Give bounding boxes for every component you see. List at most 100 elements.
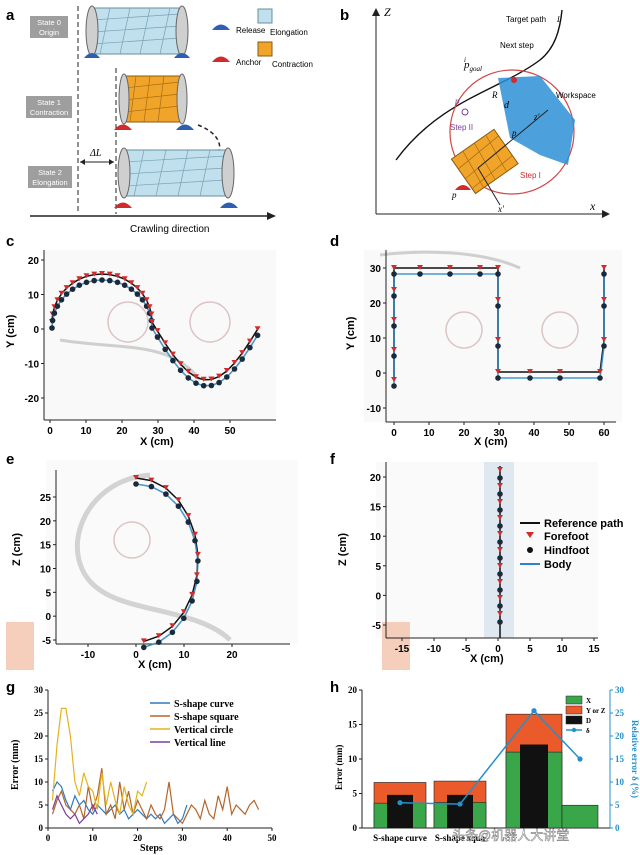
d-xticks-tick: 30	[493, 428, 505, 439]
hindfoot-point	[148, 483, 155, 490]
forefoot-point	[128, 280, 135, 286]
panel-c: c 20 10 0 -10 -20 0 10 20 30 40 50 X (cm) Y (cm)	[5, 233, 276, 448]
g-ytick: 25	[34, 708, 44, 718]
c-xticks-tick: 0	[47, 426, 53, 437]
body-segment	[158, 631, 173, 643]
hindfoot-point	[194, 578, 200, 585]
forefoot-point	[497, 467, 503, 472]
forefoot-point	[69, 280, 76, 286]
legend-label: Y or Z	[586, 707, 606, 715]
state-2-sub: Elongation	[32, 178, 67, 187]
legend-contraction: Contraction	[272, 60, 313, 69]
hindfoot-point	[417, 271, 423, 277]
goal-point	[511, 77, 517, 83]
panel-e-ylabel: Z (cm)	[11, 533, 23, 566]
bar-x	[561, 804, 599, 829]
state-label-0: State 0 Origin	[30, 16, 68, 38]
hindfoot-point	[391, 323, 397, 329]
panel-f-axes	[385, 462, 598, 639]
panel-f-legend: Reference path Forefoot Hindfoot Body	[520, 518, 624, 571]
panel-f-label: f	[330, 451, 336, 468]
hindfoot-point	[189, 598, 195, 604]
f-yticks-tick: 0	[375, 591, 381, 602]
e-yticks-tick: 5	[45, 588, 51, 599]
f-xticks-tick: -15	[395, 644, 410, 655]
hindfoot-point	[601, 271, 607, 277]
legend-anchor: Anchor	[236, 58, 262, 67]
panel-b-label: b	[340, 7, 349, 24]
panel-h-category-labels: S-shape curve S-shape squa	[373, 833, 486, 843]
hindfoot-point	[391, 383, 397, 389]
g-ytick: 30	[34, 685, 44, 695]
forefoot-point	[54, 297, 61, 303]
hindfoot-point	[477, 271, 483, 277]
forefoot-point	[185, 513, 192, 519]
panel-h-y2ticks: 0 5 10 15 20 25 30	[610, 685, 625, 833]
forefoot-point	[63, 285, 70, 291]
panel-d-axes	[385, 250, 616, 423]
category-label: S-shape curve	[373, 833, 427, 843]
forefoot-point	[495, 337, 501, 342]
hindfoot-point	[497, 507, 503, 513]
hindfoot-point	[224, 374, 230, 380]
legend-label: X	[586, 697, 591, 705]
hindfoot-point	[200, 382, 207, 389]
hindfoot-point	[497, 619, 503, 625]
hindfoot-point	[601, 303, 607, 309]
legend-elongation: Elongation	[270, 28, 308, 37]
h-y2tick: 20	[615, 731, 625, 741]
panel-d-ylabel: Y (cm)	[345, 316, 357, 350]
hindfoot-point	[163, 491, 169, 497]
hindfoot-point	[495, 271, 501, 277]
hindfoot-point	[156, 639, 162, 645]
series-line-vertical-line	[51, 794, 98, 825]
forefoot-point	[200, 376, 207, 382]
forefoot-point	[497, 531, 503, 536]
forefoot-point	[477, 265, 483, 270]
hindfoot-point	[239, 356, 245, 362]
f-xticks-tick: -10	[427, 644, 442, 655]
forefoot-point	[246, 338, 253, 344]
h-ytick: 5	[353, 789, 358, 799]
e-yticks-tick: 15	[40, 541, 52, 552]
legend-swatch	[565, 705, 583, 715]
forefoot-point	[194, 551, 201, 557]
hindfoot-point	[114, 279, 121, 286]
forefoot-point	[557, 369, 563, 374]
panel-e-label: e	[6, 451, 14, 468]
panel-a-label: a	[6, 7, 15, 24]
hindfoot-point	[497, 475, 503, 481]
forefoot-point	[143, 297, 150, 303]
panel-f: f 20 15 10 5 0 -5 -15 -10 -5 0 5 10 15 Reference pa…	[330, 451, 624, 670]
forefoot-point	[239, 350, 246, 356]
hindfoot-point	[185, 375, 192, 381]
e-yticks-tick: 0	[45, 612, 51, 623]
g-ytick: 10	[34, 777, 44, 787]
panel-g-xlabel: Steps	[140, 843, 163, 854]
panel-g-ylabel: Error (mm)	[10, 740, 21, 790]
target-path	[395, 9, 563, 161]
panel-c-label: c	[6, 233, 14, 250]
e-xticks-tick: 10	[178, 650, 190, 661]
hindfoot-point	[149, 325, 155, 331]
d-yticks-tick: -10	[367, 404, 382, 415]
panel-e: e 25 20 15 10 5 0 -5 -10 0 10 20 X (cm) Z (cm)	[6, 451, 298, 671]
forefoot-point	[169, 623, 176, 629]
release-icon	[212, 24, 230, 30]
workspace-circle	[449, 69, 575, 195]
panel-e-yticks: 25 20 15 10 5 0 -5	[40, 493, 56, 647]
g-ytick: 20	[34, 731, 44, 741]
forefoot-point	[193, 572, 200, 578]
f-xticks-tick: 10	[556, 644, 568, 655]
robot-state-1	[114, 73, 194, 130]
panel-f-xlabel: X (cm)	[470, 653, 504, 665]
c-xticks-tick: 20	[116, 426, 128, 437]
delta-l-label: ΔL	[89, 148, 102, 159]
forefoot-point	[139, 290, 146, 296]
forefoot-point	[140, 638, 147, 644]
forefoot-point	[216, 373, 223, 379]
p2-label: p	[451, 190, 457, 200]
pi-label: p	[511, 128, 517, 138]
f-yticks-tick: -5	[372, 621, 381, 632]
